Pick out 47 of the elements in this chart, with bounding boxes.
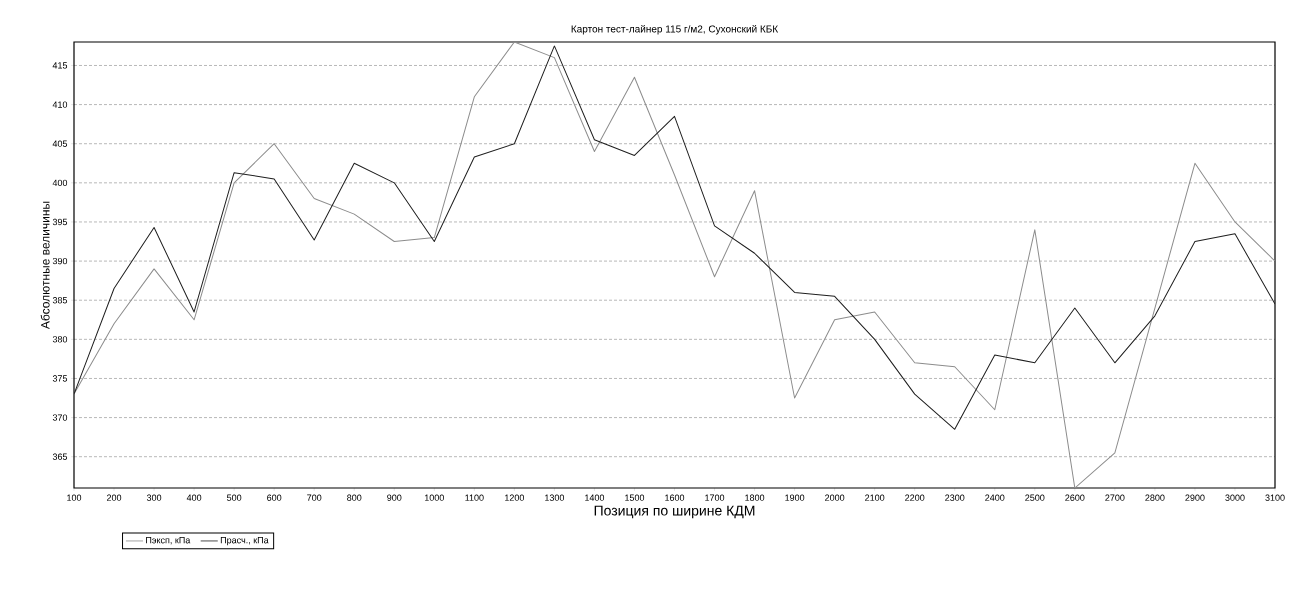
y-tick-label: 385 bbox=[52, 297, 68, 304]
x-tick-label: 1700 bbox=[705, 494, 725, 501]
x-tick-label: 3100 bbox=[1265, 494, 1285, 501]
x-tick-label: 2800 bbox=[1145, 494, 1165, 501]
legend-label: Пэксп, кПа bbox=[146, 537, 191, 545]
x-tick-label: 2500 bbox=[1025, 494, 1045, 501]
x-tick-label: 2000 bbox=[825, 494, 845, 501]
x-tick-label: 700 bbox=[307, 494, 322, 501]
x-tick-label: 1100 bbox=[465, 494, 484, 501]
x-tick-label: 200 bbox=[106, 494, 122, 501]
x-tick-label: 1300 bbox=[545, 494, 565, 501]
x-tick-label: 2900 bbox=[1185, 494, 1205, 501]
y-tick-label: 370 bbox=[52, 414, 68, 421]
y-tick-label: 410 bbox=[52, 101, 68, 108]
x-tick-label: 1500 bbox=[625, 494, 645, 501]
y-tick-label: 415 bbox=[52, 62, 68, 69]
x-tick-label: 1000 bbox=[424, 494, 444, 501]
y-axis-title: Абсолютные величины bbox=[40, 201, 50, 330]
y-tick-label: 375 bbox=[52, 375, 68, 382]
x-tick-label: 2600 bbox=[1065, 494, 1085, 501]
x-tick-label: 800 bbox=[347, 494, 362, 501]
y-tick-label: 405 bbox=[52, 140, 68, 147]
x-tick-label: 100 bbox=[67, 494, 82, 501]
x-tick-label: 600 bbox=[267, 494, 282, 501]
x-tick-label: 2200 bbox=[905, 494, 925, 501]
y-tick-label: 365 bbox=[52, 453, 68, 460]
y-tick-label: 380 bbox=[52, 336, 68, 343]
x-tick-label: 300 bbox=[146, 494, 162, 501]
y-tick-label: 400 bbox=[52, 179, 68, 187]
x-tick-label: 1200 bbox=[505, 494, 525, 501]
x-tick-label: 1400 bbox=[585, 494, 605, 501]
x-tick-label: 2400 bbox=[985, 494, 1005, 501]
x-tick-label: 3000 bbox=[1225, 494, 1245, 501]
legend-label: Прасч., кПа bbox=[220, 537, 269, 546]
x-axis-title: Позиция по ширине КДМ bbox=[594, 505, 755, 519]
chart-title: Картон тест-лайнер 115 г/м2, Сухонский КБК bbox=[571, 24, 779, 35]
y-tick-label: 395 bbox=[52, 218, 68, 226]
x-tick-label: 500 bbox=[226, 494, 242, 501]
x-tick-label: 900 bbox=[387, 494, 402, 501]
x-tick-label: 1800 bbox=[745, 494, 765, 501]
x-tick-label: 2100 bbox=[865, 494, 885, 501]
x-tick-label: 2700 bbox=[1105, 494, 1125, 501]
x-tick-label: 1900 bbox=[785, 494, 805, 501]
y-tick-label: 390 bbox=[52, 257, 68, 265]
x-tick-label: 2300 bbox=[945, 494, 965, 501]
x-tick-label: 1600 bbox=[665, 494, 685, 501]
x-tick-label: 400 bbox=[186, 494, 202, 501]
